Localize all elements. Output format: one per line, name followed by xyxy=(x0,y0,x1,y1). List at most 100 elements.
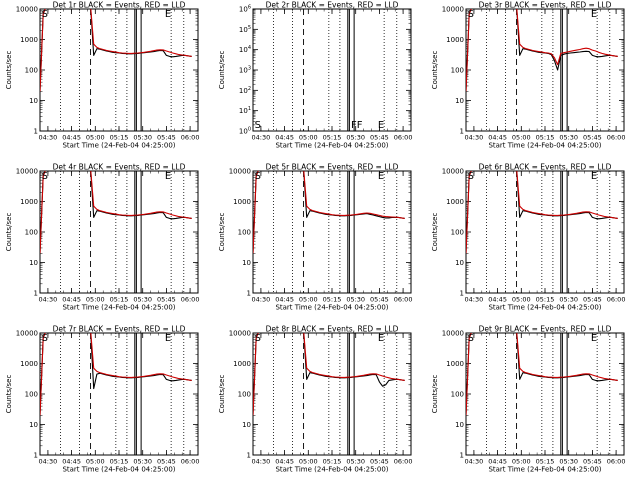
y-tick-label: 103 xyxy=(239,66,251,75)
series-lld xyxy=(40,9,192,92)
y-tick-label: 1000 xyxy=(20,36,38,44)
panel-title: Det 8r BLACK = Events, RED = LLD xyxy=(266,325,399,334)
x-tick-label: 04:45 xyxy=(488,296,507,304)
plot-frame xyxy=(39,332,199,456)
x-tick-label: 06:00 xyxy=(607,458,626,466)
y-tick-label: 10000 xyxy=(16,168,38,176)
flag-marker: E xyxy=(378,333,384,344)
flag-marker: S xyxy=(42,333,48,344)
x-tick-label: 05:30 xyxy=(133,296,152,304)
series-lld xyxy=(40,333,192,416)
x-tick-label: 05:15 xyxy=(110,458,129,466)
traces xyxy=(466,171,618,254)
series-lld xyxy=(466,9,618,92)
traces xyxy=(40,333,192,416)
y-tick-label: 1000 xyxy=(233,198,251,206)
y-tick-label: 10 xyxy=(242,259,251,267)
flag-marker: S xyxy=(42,9,48,20)
series-events xyxy=(40,171,192,254)
y-tick-exponent: 6 xyxy=(248,5,251,11)
plot-frame xyxy=(39,8,199,132)
flag-marker: E xyxy=(165,9,171,20)
y-tick-label: 105 xyxy=(239,25,251,34)
y-axis-label: Counts/sec xyxy=(431,213,439,252)
y-tick-exponent: 3 xyxy=(248,66,251,72)
y-tick-label: 106 xyxy=(239,5,251,14)
x-tick-label: 06:00 xyxy=(394,296,413,304)
y-tick-label: 1 xyxy=(34,128,38,136)
y-tick-label: 1 xyxy=(460,128,464,136)
x-tick-label: 05:30 xyxy=(346,134,365,142)
flag-marker: E xyxy=(378,120,384,131)
x-axis-label: Start Time (24-Feb-04 04:25:00) xyxy=(275,142,388,150)
y-axis-label: Counts/sec xyxy=(431,51,439,90)
panel-title: Det 3r BLACK = Events, RED = LLD xyxy=(479,1,612,10)
y-tick-label: 100 xyxy=(239,127,251,136)
x-axis-label: Start Time (24-Feb-04 04:25:00) xyxy=(488,466,601,474)
x-tick-label: 05:30 xyxy=(133,458,152,466)
x-tick-label: 05:45 xyxy=(583,134,602,142)
panel-det-4: Det 4r BLACK = Events, RED = LLD 1 10 100 10… xyxy=(5,163,199,312)
panel-title: Det 1r BLACK = Events, RED = LLD xyxy=(53,1,186,10)
panel-det-3: Det 3r BLACK = Events, RED = LLD 1 10 100 10… xyxy=(431,1,625,150)
y-tick-label: 1000 xyxy=(446,360,464,368)
x-tick-label: 04:30 xyxy=(465,296,484,304)
x-tick-label: 04:45 xyxy=(62,296,81,304)
x-tick-label: 06:00 xyxy=(607,134,626,142)
y-tick-exponent: 4 xyxy=(248,45,251,51)
flag-marker: E xyxy=(165,171,171,182)
traces xyxy=(466,9,618,92)
x-tick-label: 05:15 xyxy=(323,458,342,466)
series-events xyxy=(40,333,192,416)
y-tick-label: 10000 xyxy=(229,330,251,338)
x-tick-label: 05:00 xyxy=(299,296,318,304)
panel-det-2: Det 2r BLACK = Events, RED = LLD 100 101 10… xyxy=(218,1,412,150)
plot-frame xyxy=(465,170,625,294)
flag-marker: E xyxy=(165,333,171,344)
series-lld xyxy=(40,171,192,254)
series-events xyxy=(253,171,405,254)
y-tick-label: 10000 xyxy=(229,168,251,176)
x-tick-label: 05:15 xyxy=(536,458,555,466)
panel-title: Det 7r BLACK = Events, RED = LLD xyxy=(53,325,186,334)
panel-title: Det 4r BLACK = Events, RED = LLD xyxy=(53,163,186,172)
y-tick-label: 10000 xyxy=(442,168,464,176)
panel-title: Det 2r BLACK = Events, RED = LLD xyxy=(266,1,399,10)
series-events xyxy=(466,333,618,416)
y-axis-label: Counts/sec xyxy=(5,51,13,90)
x-tick-label: 05:15 xyxy=(536,296,555,304)
y-tick-label: 104 xyxy=(239,45,251,54)
x-tick-label: 05:30 xyxy=(559,296,578,304)
flag-marker: E xyxy=(591,9,597,20)
y-axis-label: Counts/sec xyxy=(5,375,13,414)
flag-marker: E xyxy=(378,171,384,182)
y-tick-label: 10 xyxy=(29,259,38,267)
x-tick-label: 06:00 xyxy=(181,134,200,142)
y-tick-label: 10 xyxy=(242,421,251,429)
y-tick-label: 1000 xyxy=(20,360,38,368)
flag-marker: S xyxy=(255,171,261,182)
y-tick-label: 1 xyxy=(460,290,464,298)
y-tick-label: 1000 xyxy=(446,198,464,206)
x-axis-label: Start Time (24-Feb-04 04:25:00) xyxy=(488,142,601,150)
flag-marker: S xyxy=(468,9,474,20)
x-tick-label: 05:45 xyxy=(370,134,389,142)
x-tick-label: 04:30 xyxy=(465,134,484,142)
x-axis-label: Start Time (24-Feb-04 04:25:00) xyxy=(275,304,388,312)
y-tick-label: 10000 xyxy=(16,6,38,14)
x-tick-label: 05:00 xyxy=(299,458,318,466)
x-tick-label: 04:45 xyxy=(62,134,81,142)
y-axis-label: Counts/sec xyxy=(218,375,226,414)
panel-det-7: Det 7r BLACK = Events, RED = LLD 1 10 100 10… xyxy=(5,325,199,474)
y-tick-label: 100 xyxy=(451,67,464,75)
x-tick-label: 06:00 xyxy=(181,458,200,466)
y-tick-label: 1 xyxy=(247,452,251,460)
series-lld xyxy=(466,171,618,254)
y-axis-label: Counts/sec xyxy=(218,213,226,252)
y-tick-label: 100 xyxy=(25,67,38,75)
y-tick-label: 101 xyxy=(239,106,251,115)
x-axis-label: Start Time (24-Feb-04 04:25:00) xyxy=(62,142,175,150)
y-tick-label: 100 xyxy=(238,229,251,237)
y-tick-label: 10 xyxy=(455,421,464,429)
y-tick-label: 1 xyxy=(460,452,464,460)
